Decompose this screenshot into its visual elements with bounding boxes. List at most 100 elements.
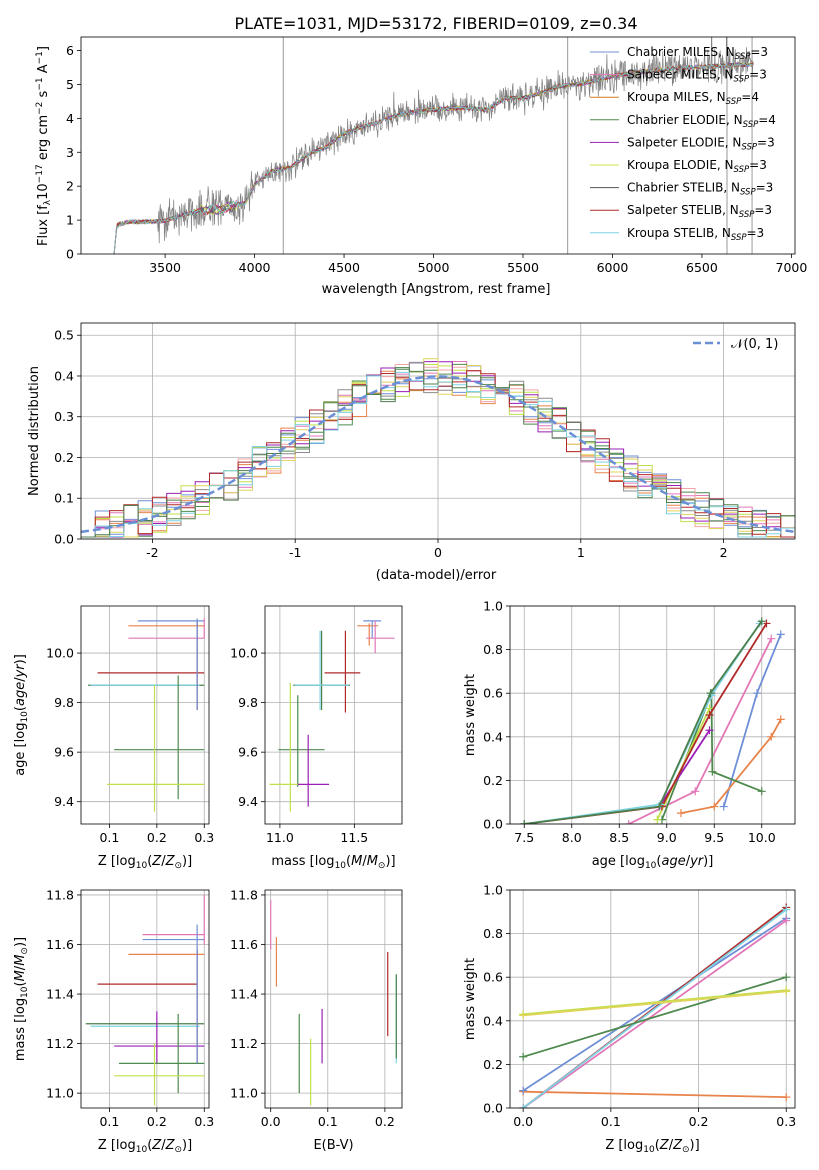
mass-weight-line: [523, 990, 787, 1017]
mass-weight-marker: [782, 905, 791, 914]
mass-weight-line: [522, 908, 787, 1108]
x-tick-label: 0.1: [99, 830, 119, 845]
axes-frame: [509, 889, 796, 1109]
normal-distribution-curve: [81, 375, 795, 534]
mass-weight-marker: [753, 689, 761, 698]
legend-entry: Kroupa MILES, NSSP=4: [627, 90, 759, 107]
spectrum-panel: 3500 4000 4500 5000 5500 6000 6500 7000 0 1 2 3 4 5 6 C…: [35, 36, 807, 297]
mass-weight-marker: [767, 732, 776, 741]
y-tick-label: 11.4: [230, 987, 258, 1002]
spectrum-legend: Chabrier MILES, NSSP=3 Salpeter MILES, NS…: [590, 45, 776, 243]
y-tick-label: 2: [66, 179, 74, 194]
x-tick-label: 6500: [686, 260, 718, 275]
y-tick-label: 11.8: [230, 887, 258, 902]
age-z-plot-area: [88, 618, 205, 812]
y-tick-label: 9.8: [238, 695, 258, 710]
y-tick-label: 0.4: [483, 729, 503, 744]
axes-frame: [264, 889, 403, 1109]
x-tick-label: 9.0: [657, 830, 677, 845]
y-tick-label: 11.2: [230, 1036, 258, 1051]
y-tick-label: 0.6: [483, 686, 503, 701]
y-tick-label: 10.0: [230, 646, 258, 661]
y-tick-label: 4: [66, 111, 74, 126]
mass-z-panel: 0.1 0.2 0.3 11.0 11.2 11.4 11.6 11.8 Z [log10(Z/…: [13, 887, 214, 1155]
y-axis-label: mass weight: [463, 674, 478, 756]
y-tick-label: 1.0: [483, 599, 503, 614]
y-tick-label: 11.8: [46, 887, 74, 902]
residual-hist-plot-area: [81, 358, 795, 538]
legend-entry: Chabrier STELIB, NSSP=3: [627, 181, 773, 198]
mass-weight-marker: [757, 787, 766, 796]
mass-ebv-panel: 0.0 0.1 0.2 11.0 11.2 11.4 11.6 11.8 E(B-V): [230, 887, 403, 1153]
y-tick-label: 0.3: [54, 409, 74, 424]
y-tick-label: 0: [66, 247, 74, 262]
mass-weight-marker: [782, 916, 791, 925]
x-tick-label: -1: [289, 545, 301, 560]
x-tick-label: 0.2: [375, 1114, 395, 1129]
x-tick-label: 11.5: [340, 830, 368, 845]
y-tick-label: 5: [66, 77, 74, 92]
x-tick-label: 0.3: [194, 1114, 214, 1129]
age-mass-panel: 11.0 11.5 9.4 9.6 9.8 10.0 mass [log10(M/M⊙)]: [230, 605, 403, 871]
y-axis-label: mass weight: [463, 958, 478, 1040]
mass-weight-marker: [710, 802, 719, 811]
x-axis-label: Z [log10(Z/Z⊙)]: [98, 1138, 192, 1155]
mass-weight-marker: [719, 802, 728, 811]
x-tick-label: 0.0: [513, 1114, 533, 1129]
x-tick-label: 5500: [507, 260, 539, 275]
y-tick-label: 0.0: [483, 817, 503, 832]
x-tick-label: 0.2: [147, 830, 167, 845]
y-tick-label: 9.4: [238, 794, 258, 809]
mass-weight-marker: [520, 820, 529, 824]
legend-entry: Chabrier MILES, NSSP=3: [627, 45, 768, 62]
y-tick-label: 0.2: [54, 450, 74, 465]
y-axis-label: mass [log10(M/M⊙)]: [13, 937, 30, 1061]
x-axis-label: Z [log10(Z/Z⊙)]: [98, 854, 192, 871]
figure-title: PLATE=1031, MJD=53172, FIBERID=0109, z=0…: [234, 14, 637, 33]
mass-weight-line: [523, 989, 787, 1016]
axes-frame: [80, 36, 796, 255]
x-tick-label: 9.5: [704, 830, 724, 845]
y-tick-label: 11.0: [46, 1086, 74, 1101]
legend-entry: Kroupa STELIB, NSSP=3: [627, 226, 764, 243]
mass-weight-marker: [653, 815, 662, 824]
mass-weight-marker: [519, 1052, 528, 1061]
mass-weight-marker: [624, 820, 633, 824]
legend-entry: 𝒩(0, 1): [731, 337, 778, 352]
x-tick-label: 0.2: [689, 1114, 709, 1129]
mass-weight-marker: [767, 634, 776, 643]
y-tick-label: 3: [66, 145, 74, 160]
y-tick-label: 0.0: [54, 532, 74, 547]
age-z-panel: 0.1 0.2 0.3 9.4 9.6 9.8 10.0 Z [log10(Z/Z⊙)] age…: [13, 605, 214, 871]
y-tick-label: 0.6: [483, 970, 503, 985]
x-axis-label: (data-model)/error: [376, 568, 497, 583]
mass-weight-line: [524, 620, 763, 824]
x-tick-label: 11.0: [266, 830, 294, 845]
y-tick-label: 0.1: [54, 491, 74, 506]
residual-hist-panel: -2 -1 0 1 2 0.0 0.1 0.2 0.3 0.4 0.5 𝒩(0, 1) (data-mo…: [27, 322, 796, 583]
mass-weight-marker: [782, 973, 791, 982]
y-tick-label: 0.4: [54, 368, 74, 383]
x-tick-label: -2: [146, 545, 158, 560]
mass-weight-line: [522, 976, 787, 1058]
x-tick-label: 4000: [239, 260, 271, 275]
y-tick-label: 10.0: [46, 646, 74, 661]
residual-histogram-step: [81, 370, 795, 538]
y-tick-label: 1: [66, 213, 74, 228]
mass-weight-marker: [655, 802, 664, 811]
axes-frame: [80, 322, 796, 540]
x-tick-label: 6000: [597, 260, 629, 275]
x-tick-label: 8.5: [609, 830, 629, 845]
mass-weight-line: [680, 718, 782, 814]
mass-weight-line: [524, 622, 768, 824]
mass-weight-marker: [705, 711, 714, 719]
x-tick-label: 0.3: [776, 1114, 796, 1129]
x-tick-label: 0: [434, 545, 442, 560]
mass-weight-marker: [782, 1093, 791, 1102]
y-axis-label: age [log10(age/yr)]: [13, 654, 30, 776]
x-tick-label: 10.0: [748, 830, 776, 845]
y-tick-label: 9.6: [54, 745, 74, 760]
x-tick-label: 1: [577, 545, 585, 560]
legend-entry: Kroupa ELODIE, NSSP=3: [627, 158, 767, 175]
weight-age-plot-area: [520, 617, 785, 824]
